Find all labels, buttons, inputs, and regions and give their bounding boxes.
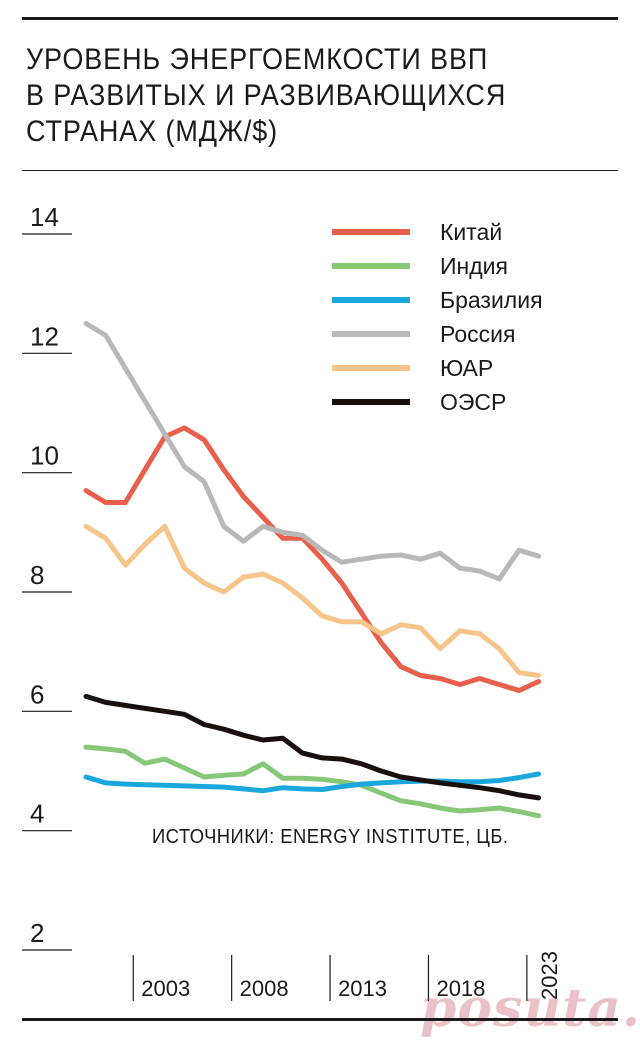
source-note: ИСТОЧНИКИ: ENERGY INSTITUTE, ЦБ.: [152, 826, 509, 848]
top-rule: [22, 17, 618, 20]
series-line: [83, 744, 542, 819]
series-line: [83, 693, 542, 801]
y-tick-label: 6: [30, 679, 44, 709]
legend-label: Китай: [440, 219, 502, 245]
x-axis: 2003 2008 2013 2018 2023: [132, 951, 562, 1001]
y-tick-label: 2: [30, 918, 44, 948]
y-axis: 14 12 10 8 6 4 2: [22, 202, 72, 951]
y-tick-label: 14: [30, 202, 59, 232]
series-line: [83, 321, 542, 582]
legend-label: ЮАР: [440, 355, 493, 381]
series-lines: [83, 321, 542, 819]
y-tick-label: 8: [30, 560, 44, 590]
legend-label: ОЭСР: [440, 389, 506, 415]
legend-label: Индия: [440, 253, 508, 279]
bottom-rule: [22, 1018, 618, 1021]
x-tick-label: 2023: [537, 951, 562, 1000]
y-tick-label: 4: [30, 799, 44, 829]
chart-title: УРОВЕНЬ ЭНЕРГОЕМКОСТИ ВВП В РАЗВИТЫХ И Р…: [26, 43, 507, 148]
y-tick-label: 10: [30, 441, 59, 471]
x-tick-label: 2018: [436, 976, 485, 1001]
x-tick-label: 2013: [338, 976, 387, 1001]
title-rule: [22, 170, 618, 171]
series-line: [83, 771, 542, 794]
series-line: [83, 523, 542, 678]
y-tick-label: 12: [30, 321, 59, 351]
legend-label: Бразилия: [440, 287, 543, 313]
series-line: [83, 425, 542, 693]
x-tick-label: 2003: [141, 976, 190, 1001]
legend: Китай Индия Бразилия Россия ЮАР ОЭСР: [332, 219, 543, 415]
legend-label: Россия: [440, 321, 515, 347]
x-tick-label: 2008: [240, 976, 289, 1001]
